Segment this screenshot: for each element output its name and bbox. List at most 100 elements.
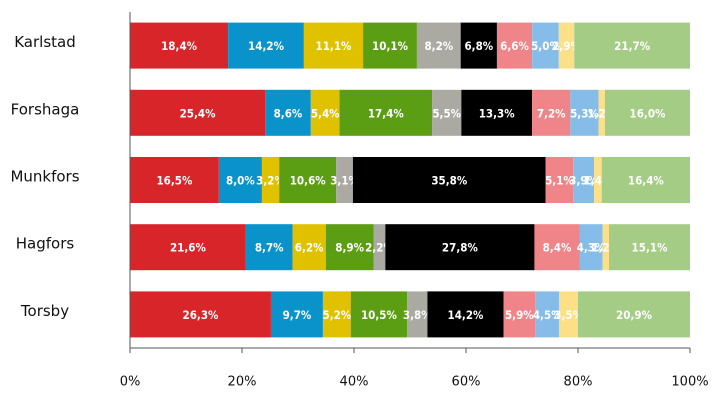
value-label: 27,8% [442, 241, 479, 255]
bar-segment [407, 291, 428, 338]
value-label: 21,7% [614, 39, 651, 53]
value-label: 8,0% [226, 174, 255, 188]
bar-segment [363, 22, 417, 69]
value-label: 16,5% [156, 174, 193, 188]
value-label: 21,6% [170, 241, 207, 255]
bar-segment [559, 291, 578, 338]
value-label: 5,1% [545, 174, 574, 188]
value-label: 4,3% [577, 241, 606, 255]
value-label: 16,4% [628, 174, 665, 188]
bar-segment [427, 291, 504, 338]
bar-segment [130, 157, 219, 203]
x-tick-label: 60% [452, 375, 481, 390]
bar-segment [609, 224, 690, 271]
bar-segment [245, 224, 293, 271]
bar-segment [218, 157, 262, 203]
bar-segment [534, 224, 580, 271]
bar-segment [594, 157, 602, 203]
value-label: 14,2% [448, 308, 485, 322]
x-tick-label: 80% [564, 375, 593, 390]
bar-segment [598, 89, 605, 136]
x-tick-label: 40% [340, 375, 369, 390]
category-label: Torsby [20, 302, 69, 320]
bar-segment [303, 22, 364, 69]
category-label: Karlstad [14, 33, 76, 51]
bar-segment [373, 224, 386, 271]
value-label: 3,8% [403, 308, 432, 322]
value-label: 5,4% [311, 106, 340, 120]
bar-segment [261, 157, 280, 203]
bar-segment [352, 157, 546, 203]
bar-segment [385, 224, 535, 271]
bar-segment [573, 157, 595, 203]
bar-segment [461, 89, 533, 136]
value-label: 3,1% [330, 174, 359, 188]
value-label: 2,9% [552, 39, 581, 53]
bar-segment [503, 291, 536, 338]
value-label: 26,3% [183, 308, 220, 322]
value-label: 5,2% [323, 308, 352, 322]
value-label: 8,2% [424, 39, 453, 53]
bar-segment [496, 22, 533, 69]
x-tick-label: 0% [120, 375, 141, 390]
value-label: 5,5% [432, 106, 461, 120]
bar-segment [574, 22, 690, 69]
value-label: 6,8% [464, 39, 493, 53]
bar-segment [460, 22, 497, 69]
bar-segment [270, 291, 323, 338]
value-label: 20,9% [616, 308, 653, 322]
value-label: 3,9% [569, 174, 598, 188]
bar-segment [578, 291, 690, 338]
bar-segment [130, 291, 271, 338]
value-label: 15,1% [632, 241, 669, 255]
value-label: 11,1% [316, 39, 353, 53]
value-label: 8,9% [335, 241, 364, 255]
category-label: Munkfors [10, 168, 79, 186]
bar-segment [325, 224, 374, 271]
bar-segment [339, 89, 433, 136]
bar-segment [336, 157, 353, 203]
bar-segment [558, 22, 575, 69]
bar-segment [416, 22, 461, 69]
x-tick-label: 100% [671, 375, 708, 390]
value-label: 17,4% [368, 106, 405, 120]
value-label: 3,5% [554, 308, 583, 322]
bar-segment [604, 89, 690, 136]
bar-segment [532, 22, 559, 69]
bar-segment [265, 89, 311, 136]
value-label: 7,2% [537, 106, 566, 120]
value-label: 6,6% [500, 39, 529, 53]
bar-segment [570, 89, 599, 136]
value-label: 10,5% [361, 308, 398, 322]
value-label: 9,7% [283, 308, 312, 322]
bar-segment [130, 89, 266, 136]
bar-segment [601, 157, 690, 203]
value-label: 5,9% [505, 308, 534, 322]
bar-segment [432, 89, 462, 136]
value-label: 35,8% [431, 174, 468, 188]
value-label: 6,2% [295, 241, 324, 255]
value-label: 5,3% [570, 106, 599, 120]
value-label: 10,6% [290, 174, 327, 188]
value-label: 4,5% [533, 308, 562, 322]
value-label: 3,2% [256, 174, 285, 188]
bar-segment [292, 224, 326, 271]
value-label: 18,4% [161, 39, 198, 53]
bar-segment [350, 291, 408, 338]
value-label: 25,4% [180, 106, 217, 120]
value-label: 8,7% [255, 241, 284, 255]
bar-segment [322, 291, 351, 338]
bar-segment [579, 224, 603, 271]
value-label: 8,6% [274, 106, 303, 120]
x-tick-label: 20% [228, 375, 257, 390]
bar-segment [228, 22, 304, 69]
bar-segment [535, 291, 560, 338]
bar-segment [279, 157, 337, 203]
category-label: Forshaga [11, 100, 80, 118]
value-label: 14,2% [248, 39, 285, 53]
value-label: 13,3% [479, 106, 516, 120]
bar-segment [532, 89, 571, 136]
bar-segment [130, 224, 246, 271]
bar-segment [602, 224, 610, 271]
